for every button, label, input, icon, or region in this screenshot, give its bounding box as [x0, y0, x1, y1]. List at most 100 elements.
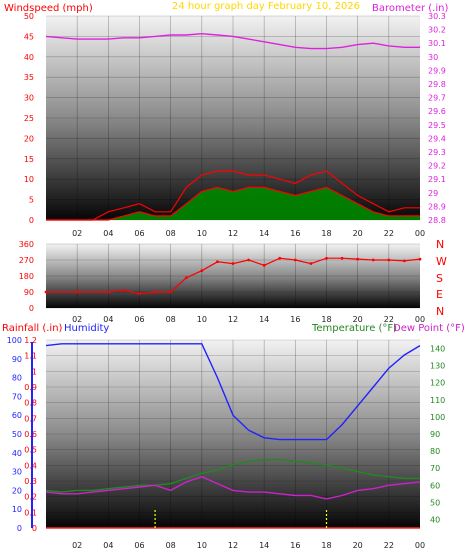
dir-point-13 [278, 256, 282, 260]
compass-n-bottom: N [436, 305, 444, 318]
dir-tick-0: 0 [29, 304, 34, 313]
x-tick-2-16: 16 [290, 541, 300, 550]
dir-point-16 [325, 256, 328, 260]
x-tick-0-20: 20 [353, 229, 363, 238]
hum-tick-70: 70 [12, 392, 22, 401]
compass-n-top: N [436, 238, 444, 251]
rain-tick-9: 0.9 [24, 383, 37, 392]
x-tick-2-20: 20 [353, 541, 363, 550]
dir-point-19 [371, 258, 375, 262]
wind-tick-30: 30 [24, 94, 34, 103]
baro-tick-29.9: 29.9 [428, 66, 446, 75]
temp-tick-40: 40 [430, 515, 440, 524]
wind-tick-5: 5 [29, 196, 34, 205]
rain-tick-4: 0.4 [24, 461, 37, 470]
baro-tick-28.9: 28.9 [428, 202, 446, 211]
hum-tick-50: 50 [12, 430, 22, 439]
baro-tick-28.8: 28.8 [428, 216, 446, 225]
compass-w: W [436, 255, 447, 268]
dir-point-8 [200, 269, 204, 273]
x-tick-1-08: 08 [166, 315, 176, 324]
rain-tick-3: 0.3 [24, 477, 37, 486]
baro-tick-30.3: 30.3 [428, 12, 446, 21]
dir-point-0 [44, 290, 48, 294]
temp-tick-90: 90 [430, 430, 440, 439]
series-p1-0 [45, 32, 420, 50]
x-tick-0-12: 12 [228, 229, 238, 238]
temperature-plot-area [46, 340, 420, 528]
dewpoint-label: Dew Point (°F) [393, 323, 465, 334]
dir-point-4 [138, 292, 141, 296]
x-tick-2-12: 12 [228, 541, 238, 550]
series-p3-2 [45, 475, 421, 500]
rain-tick-8: 0.8 [24, 399, 37, 408]
x-tick-0-14: 14 [259, 229, 269, 238]
baro-tick-29.8: 29.8 [428, 80, 446, 89]
rain-tick-0: 0 [32, 524, 37, 533]
x-tick-1-22: 22 [384, 315, 394, 324]
x-tick-1-02: 02 [72, 315, 82, 324]
x-tick-1-00: 00 [415, 315, 425, 324]
dir-tick-90: 90 [24, 288, 34, 297]
dir-point-21 [403, 259, 406, 263]
rain-tick-7: 0.7 [24, 414, 37, 423]
wind-tick-35: 35 [24, 73, 34, 82]
temp-tick-140: 140 [430, 345, 445, 354]
baro-tick-29.4: 29.4 [428, 134, 446, 143]
dir-point-7 [184, 276, 188, 280]
x-tick-0-06: 06 [134, 229, 144, 238]
hum-tick-30: 30 [12, 468, 22, 477]
hum-tick-100: 100 [7, 336, 22, 345]
dir-point-20 [387, 258, 391, 262]
hum-tick-20: 20 [12, 486, 22, 495]
series-p3-0 [45, 343, 421, 441]
x-tick-2-06: 06 [134, 541, 144, 550]
hum-tick-60: 60 [12, 411, 22, 420]
wind-tick-25: 25 [24, 114, 34, 123]
humidity-label: Humidity [64, 323, 109, 334]
dir-tick-360: 360 [19, 240, 34, 249]
x-tick-1-12: 12 [228, 315, 238, 324]
temp-tick-50: 50 [430, 498, 440, 507]
baro-tick-29.6: 29.6 [428, 107, 446, 116]
series-p1-1 [46, 186, 420, 221]
series-p3-1 [45, 458, 420, 493]
hum-tick-10: 10 [12, 505, 22, 514]
x-tick-0-10: 10 [197, 229, 207, 238]
wind-tick-50: 50 [24, 12, 34, 21]
x-tick-1-04: 04 [103, 315, 113, 324]
baro-tick-29: 29 [428, 189, 438, 198]
dir-point-15 [309, 262, 313, 265]
temp-tick-70: 70 [430, 464, 440, 473]
x-tick-0-16: 16 [290, 229, 300, 238]
dir-point-17 [340, 256, 344, 260]
x-tick-1-10: 10 [197, 315, 207, 324]
x-tick-0-02: 02 [72, 229, 82, 238]
rain-tick-11: 1.1 [24, 352, 37, 361]
baro-tick-29.7: 29.7 [428, 94, 446, 103]
wind-tick-40: 40 [24, 53, 34, 62]
series-p1-2 [46, 170, 420, 221]
x-tick-0-00: 00 [415, 229, 425, 238]
x-tick-1-16: 16 [290, 315, 300, 324]
dir-point-3 [122, 288, 126, 292]
x-tick-0-22: 22 [384, 229, 394, 238]
hum-tick-40: 40 [12, 449, 22, 458]
compass-s: S [436, 272, 443, 285]
dir-point-22 [418, 257, 422, 261]
x-tick-2-00: 00 [415, 541, 425, 550]
x-tick-2-10: 10 [197, 541, 207, 550]
dir-point-1 [75, 290, 79, 294]
wind-tick-0: 0 [29, 216, 34, 225]
baro-tick-29.5: 29.5 [428, 121, 446, 130]
rain-tick-1: 0.1 [24, 508, 37, 517]
x-tick-2-18: 18 [321, 541, 331, 550]
dir-tick-180: 180 [19, 272, 34, 281]
temperature-label: Temperature (°F) [311, 323, 397, 334]
dir-point-18 [356, 257, 360, 261]
temp-tick-60: 60 [430, 481, 440, 490]
temp-tick-80: 80 [430, 447, 440, 456]
rain-tick-6: 0.6 [24, 430, 37, 439]
